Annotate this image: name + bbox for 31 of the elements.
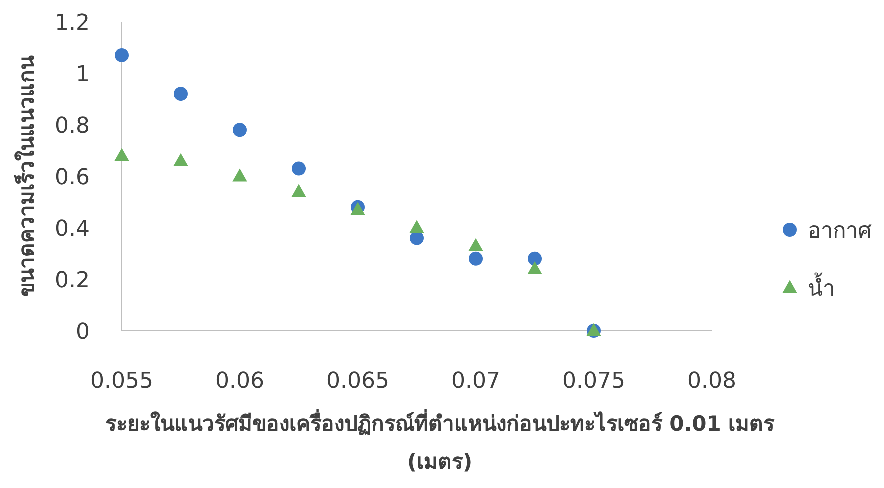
point — [410, 220, 424, 234]
y-axis-title: ขนาดความเร็วในแนวแกน — [13, 55, 39, 297]
legend-label: อากาศ — [808, 219, 872, 244]
y-tick-label: 0 — [76, 320, 90, 345]
point — [528, 262, 542, 274]
x-tick-label: 0.055 — [90, 369, 154, 394]
y-tick-label: 0.6 — [55, 166, 90, 190]
x-tick-label: 0.06 — [216, 369, 264, 394]
point — [528, 252, 542, 266]
point — [292, 162, 306, 176]
point — [174, 87, 188, 102]
x-tick-label: 0.075 — [562, 369, 626, 394]
point — [469, 252, 483, 266]
x-tick-label: 0.07 — [452, 369, 500, 394]
point — [232, 168, 248, 182]
point — [115, 48, 129, 62]
y-tick-label: 1.2 — [55, 11, 90, 36]
point — [174, 153, 188, 166]
point — [292, 184, 306, 198]
x-axis-title: ระยะในแนวรัศมีของเครื่องปฏิกรณ์ที่ตำแหน่งก่อนปะทะไรเซอร์ 0.01 เมตร (เมตร) — [104, 408, 776, 476]
point — [233, 123, 247, 138]
x-tick-label: 0.08 — [688, 369, 736, 394]
y-tick-label: 0.8 — [55, 114, 90, 139]
legend-label: น้ำ — [808, 273, 835, 302]
y-tick-label: 1 — [76, 62, 90, 88]
point — [410, 231, 424, 246]
y-tick-label: 0.2 — [55, 268, 90, 294]
x-tick-label: 0.065 — [326, 369, 390, 394]
point — [114, 148, 130, 162]
y-tick-label: 0.4 — [55, 217, 90, 242]
point — [468, 238, 484, 252]
